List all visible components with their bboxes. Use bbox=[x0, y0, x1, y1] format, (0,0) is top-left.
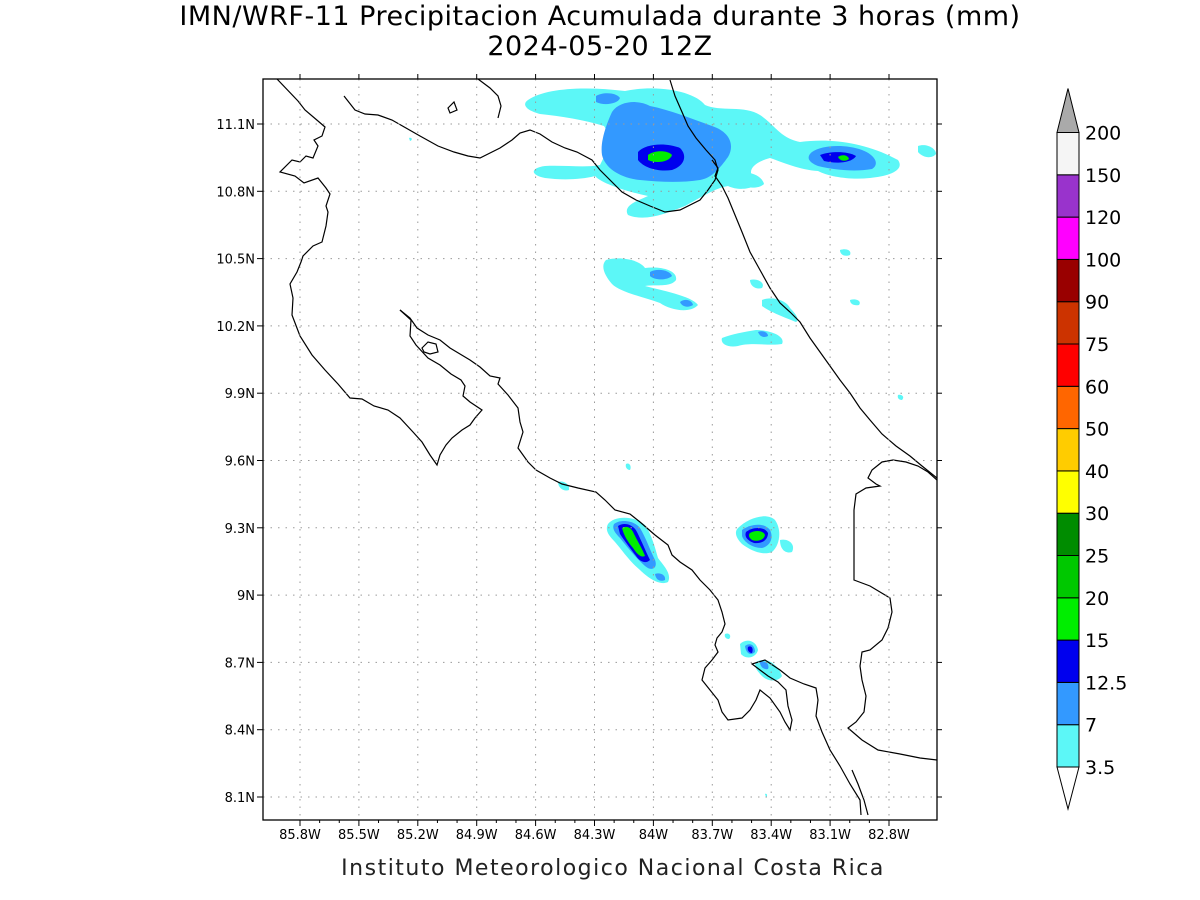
precip-area-light bbox=[918, 145, 936, 158]
precip-area-light bbox=[736, 172, 764, 188]
colorbar-level-label: 7 bbox=[1085, 715, 1097, 737]
colorbar-arrow-low bbox=[1056, 766, 1080, 811]
precip-area-medium bbox=[760, 661, 769, 670]
colorbar-level-label: 75 bbox=[1085, 334, 1109, 356]
precip-area-light bbox=[724, 633, 731, 639]
colorbar-swatch bbox=[1056, 301, 1080, 345]
precip-area-light bbox=[603, 258, 698, 311]
lake-nicaragua-north-shore bbox=[477, 79, 502, 119]
colorbar-arrow-high bbox=[1056, 88, 1080, 133]
longitude-axis: 85.8W 85.5W 85.2W 84.9W 84.6W 84.3W 84W 83.7W 83… bbox=[279, 74, 910, 843]
precip-area-green bbox=[648, 151, 672, 163]
colorbar-swatch bbox=[1056, 470, 1080, 514]
lat-tick-label: 9.3N bbox=[225, 522, 255, 537]
precip-area-green bbox=[622, 526, 645, 557]
precip-area-medium bbox=[655, 573, 666, 581]
colorbar-swatch bbox=[1056, 639, 1080, 683]
burica-peninsula bbox=[851, 769, 869, 816]
colorbar-swatch bbox=[1056, 724, 1080, 768]
precip-area-light bbox=[409, 137, 412, 141]
precip-area-light bbox=[765, 793, 768, 797]
colorbar-swatch bbox=[1056, 428, 1080, 472]
lon-tick-label: 83.4W bbox=[750, 828, 792, 843]
precip-area-green bbox=[748, 530, 765, 541]
precip-area-medium bbox=[758, 331, 768, 337]
latitude-axis: 11.1N 10.8N 10.5N 10.2N 9.9N 9.6N 9.3N 9N 8.7N 8.… bbox=[216, 118, 942, 806]
precip-area-medium bbox=[680, 299, 693, 307]
map-frame bbox=[262, 78, 938, 821]
lat-tick-label: 9.6N bbox=[225, 455, 255, 470]
caribbean-coast bbox=[711, 159, 937, 479]
colorbar-swatch bbox=[1056, 174, 1080, 218]
map-title: IMN/WRF-11 Precipitacion Acumulada duran… bbox=[0, 2, 1200, 62]
small-lake bbox=[447, 100, 458, 114]
colorbar-level-label: 200 bbox=[1085, 123, 1121, 145]
colorbar-swatch bbox=[1056, 597, 1080, 641]
precip-area-light bbox=[750, 279, 763, 289]
lat-tick-label: 10.5N bbox=[216, 253, 255, 268]
colorbar-level-label: 30 bbox=[1085, 503, 1109, 525]
lon-tick-label: 85.5W bbox=[338, 828, 380, 843]
colorbar-swatch bbox=[1056, 681, 1080, 726]
colorbar-swatch bbox=[1056, 216, 1080, 260]
colorbar-swatch bbox=[1056, 343, 1080, 387]
colorbar-level-label: 15 bbox=[1085, 630, 1109, 652]
colorbar-level-label: 60 bbox=[1085, 376, 1109, 398]
colorbar-swatch bbox=[1056, 555, 1080, 599]
lon-tick-label: 82.8W bbox=[868, 828, 910, 843]
lon-tick-label: 85.8W bbox=[279, 828, 321, 843]
precip-area-dark bbox=[747, 646, 753, 653]
lake-shore bbox=[276, 79, 483, 467]
lat-tick-label: 8.4N bbox=[225, 724, 255, 739]
precip-area-light bbox=[850, 299, 860, 306]
colorbar-level-label: 50 bbox=[1085, 419, 1109, 441]
lon-tick-label: 84.9W bbox=[456, 828, 498, 843]
colorbar-level-label: 90 bbox=[1085, 292, 1109, 314]
northern-border bbox=[343, 79, 719, 213]
colorbar-level-label: 20 bbox=[1085, 588, 1109, 610]
lon-tick-label: 83.1W bbox=[809, 828, 851, 843]
lat-tick-label: 11.1N bbox=[216, 118, 255, 133]
title-line-2: 2024-05-20 12Z bbox=[487, 31, 713, 62]
colorbar-swatch bbox=[1056, 132, 1080, 176]
colorbar-level-label: 40 bbox=[1085, 461, 1109, 483]
lon-tick-label: 84.6W bbox=[515, 828, 557, 843]
panama-border bbox=[847, 459, 937, 761]
precip-area-green bbox=[838, 155, 849, 161]
colorbar-level-label: 120 bbox=[1085, 207, 1121, 229]
colorbar-level-label: 12.5 bbox=[1085, 672, 1127, 694]
precip-area-light bbox=[780, 539, 794, 553]
lon-tick-label: 84W bbox=[639, 828, 669, 843]
colorbar: 3.5 7 12.5 15 20 25 30 40 50 60 75 90 100 120 150 200 bbox=[1056, 88, 1127, 811]
precipitation-field bbox=[409, 88, 936, 797]
colorbar-level-label: 100 bbox=[1085, 249, 1121, 271]
colorbar-level-label: 150 bbox=[1085, 165, 1121, 187]
colorbar-level-label: 25 bbox=[1085, 546, 1109, 568]
colorbar-swatch bbox=[1056, 258, 1080, 303]
lat-tick-label: 9.9N bbox=[225, 387, 255, 402]
nicoya-peninsula-island bbox=[421, 341, 439, 355]
institution-credit: Instituto Meteorologico Nacional Costa R… bbox=[341, 856, 885, 881]
map-background bbox=[263, 79, 937, 820]
lon-tick-label: 85.2W bbox=[397, 828, 439, 843]
lat-tick-label: 8.1N bbox=[225, 791, 255, 806]
precip-area-light bbox=[840, 249, 851, 256]
title-line-1: IMN/WRF-11 Precipitacion Acumulada duran… bbox=[179, 1, 1021, 32]
colorbar-swatch bbox=[1056, 385, 1080, 430]
lon-tick-label: 83.7W bbox=[691, 828, 733, 843]
colorbar-swatch bbox=[1056, 512, 1080, 557]
precip-area-light bbox=[897, 394, 904, 400]
lat-tick-label: 10.2N bbox=[216, 320, 255, 335]
precip-area-light bbox=[625, 463, 631, 470]
colorbar-level-label: 3.5 bbox=[1085, 757, 1115, 779]
lat-tick-label: 9N bbox=[237, 589, 255, 604]
lat-tick-label: 8.7N bbox=[225, 656, 255, 671]
lon-tick-label: 84.3W bbox=[574, 828, 616, 843]
lat-tick-label: 10.8N bbox=[216, 185, 255, 200]
precip-area-medium bbox=[596, 93, 620, 105]
precip-area-medium bbox=[601, 102, 732, 182]
precip-area-medium bbox=[650, 269, 672, 280]
